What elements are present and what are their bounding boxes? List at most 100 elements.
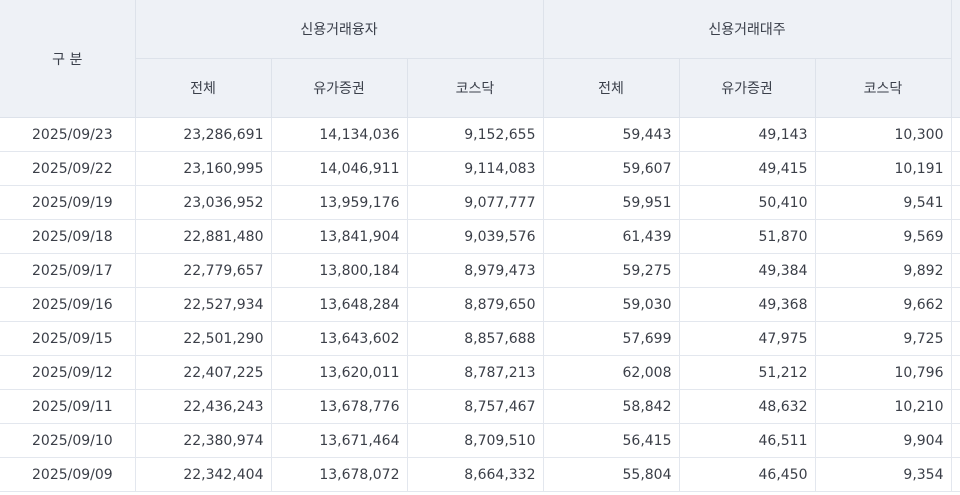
row-gutter (951, 457, 960, 492)
loan-kospi-cell: 13,959,176 (271, 185, 408, 220)
row-gutter (951, 219, 960, 254)
row-gutter (951, 355, 960, 390)
loan-kospi-cell: 13,648,284 (271, 287, 408, 322)
row-gutter (951, 117, 960, 152)
table-row: 2025/09/11 22,436,243 13,678,776 8,757,467 5… (0, 389, 960, 424)
lending-kosdaq-cell: 9,569 (815, 219, 952, 254)
loan-kosdaq-cell: 9,077,777 (407, 185, 544, 220)
loan-kospi-cell: 13,678,776 (271, 389, 408, 424)
loan-kosdaq-cell: 8,879,650 (407, 287, 544, 322)
loan-total-cell: 22,779,657 (135, 253, 272, 288)
lending-kosdaq-cell: 9,541 (815, 185, 952, 220)
table-row: 2025/09/17 22,779,657 13,800,184 8,979,473 5… (0, 253, 960, 288)
header-loan-kospi: 유가증권 (271, 58, 408, 118)
table-header: 구 분 신용거래융자 신용거래대주 전체 유가증권 코스닥 전체 유가증권 코스… (0, 0, 960, 118)
loan-total-cell: 22,436,243 (135, 389, 272, 424)
lending-kosdaq-cell: 10,191 (815, 151, 952, 186)
header-lending-kospi: 유가증권 (679, 58, 816, 118)
row-gutter (951, 389, 960, 424)
lending-total-cell: 59,443 (543, 117, 680, 152)
header-gutter (951, 0, 960, 118)
row-gutter (951, 287, 960, 322)
loan-total-cell: 22,380,974 (135, 423, 272, 458)
loan-total-cell: 23,286,691 (135, 117, 272, 152)
lending-kosdaq-cell: 9,662 (815, 287, 952, 322)
table-row: 2025/09/16 22,527,934 13,648,284 8,879,650 5… (0, 287, 960, 322)
table-body: 2025/09/23 23,286,691 14,134,036 9,152,655 5… (0, 117, 960, 492)
table-row: 2025/09/10 22,380,974 13,671,464 8,709,510 5… (0, 423, 960, 458)
loan-kosdaq-cell: 8,979,473 (407, 253, 544, 288)
date-cell: 2025/09/19 (0, 185, 136, 220)
loan-kospi-cell: 13,620,011 (271, 355, 408, 390)
lending-kosdaq-cell: 10,796 (815, 355, 952, 390)
lending-kospi-cell: 51,212 (679, 355, 816, 390)
date-cell: 2025/09/09 (0, 457, 136, 492)
loan-kosdaq-cell: 8,857,688 (407, 321, 544, 356)
lending-kospi-cell: 49,368 (679, 287, 816, 322)
lending-kosdaq-cell: 10,300 (815, 117, 952, 152)
lending-total-cell: 55,804 (543, 457, 680, 492)
table-row: 2025/09/23 23,286,691 14,134,036 9,152,655 5… (0, 117, 960, 152)
table-row: 2025/09/19 23,036,952 13,959,176 9,077,777 5… (0, 185, 960, 220)
lending-kospi-cell: 49,415 (679, 151, 816, 186)
date-cell: 2025/09/22 (0, 151, 136, 186)
date-cell: 2025/09/16 (0, 287, 136, 322)
loan-kosdaq-cell: 8,757,467 (407, 389, 544, 424)
table-row: 2025/09/22 23,160,995 14,046,911 9,114,083 5… (0, 151, 960, 186)
loan-total-cell: 22,407,225 (135, 355, 272, 390)
date-cell: 2025/09/15 (0, 321, 136, 356)
loan-kospi-cell: 14,134,036 (271, 117, 408, 152)
lending-kospi-cell: 51,870 (679, 219, 816, 254)
header-lending-total: 전체 (543, 58, 680, 118)
lending-kosdaq-cell: 9,354 (815, 457, 952, 492)
table-row: 2025/09/09 22,342,404 13,678,072 8,664,332 5… (0, 457, 960, 492)
loan-total-cell: 22,881,480 (135, 219, 272, 254)
loan-total-cell: 22,342,404 (135, 457, 272, 492)
loan-kospi-cell: 13,841,904 (271, 219, 408, 254)
lending-kospi-cell: 48,632 (679, 389, 816, 424)
date-cell: 2025/09/11 (0, 389, 136, 424)
loan-kospi-cell: 13,643,602 (271, 321, 408, 356)
lending-kospi-cell: 49,384 (679, 253, 816, 288)
header-category: 구 분 (0, 0, 136, 118)
row-gutter (951, 151, 960, 186)
lending-total-cell: 59,275 (543, 253, 680, 288)
lending-total-cell: 59,030 (543, 287, 680, 322)
row-gutter (951, 185, 960, 220)
lending-kosdaq-cell: 9,725 (815, 321, 952, 356)
header-lending-kosdaq: 코스닥 (815, 58, 952, 118)
date-cell: 2025/09/12 (0, 355, 136, 390)
lending-total-cell: 61,439 (543, 219, 680, 254)
loan-kosdaq-cell: 8,709,510 (407, 423, 544, 458)
lending-total-cell: 59,607 (543, 151, 680, 186)
table-row: 2025/09/15 22,501,290 13,643,602 8,857,688 5… (0, 321, 960, 356)
date-cell: 2025/09/17 (0, 253, 136, 288)
loan-kosdaq-cell: 8,664,332 (407, 457, 544, 492)
lending-total-cell: 59,951 (543, 185, 680, 220)
loan-kospi-cell: 13,678,072 (271, 457, 408, 492)
lending-kosdaq-cell: 10,210 (815, 389, 952, 424)
loan-kospi-cell: 13,800,184 (271, 253, 408, 288)
lending-kosdaq-cell: 9,892 (815, 253, 952, 288)
loan-kospi-cell: 14,046,911 (271, 151, 408, 186)
lending-total-cell: 57,699 (543, 321, 680, 356)
loan-total-cell: 22,501,290 (135, 321, 272, 356)
row-gutter (951, 253, 960, 288)
header-loan-kosdaq: 코스닥 (407, 58, 544, 118)
row-gutter (951, 423, 960, 458)
date-cell: 2025/09/10 (0, 423, 136, 458)
lending-total-cell: 58,842 (543, 389, 680, 424)
lending-kosdaq-cell: 9,904 (815, 423, 952, 458)
loan-kosdaq-cell: 9,152,655 (407, 117, 544, 152)
lending-kospi-cell: 50,410 (679, 185, 816, 220)
lending-total-cell: 62,008 (543, 355, 680, 390)
loan-kosdaq-cell: 9,114,083 (407, 151, 544, 186)
lending-kospi-cell: 49,143 (679, 117, 816, 152)
lending-kospi-cell: 47,975 (679, 321, 816, 356)
loan-kosdaq-cell: 8,787,213 (407, 355, 544, 390)
table-row: 2025/09/12 22,407,225 13,620,011 8,787,213 6… (0, 355, 960, 390)
lending-total-cell: 56,415 (543, 423, 680, 458)
loan-kospi-cell: 13,671,464 (271, 423, 408, 458)
